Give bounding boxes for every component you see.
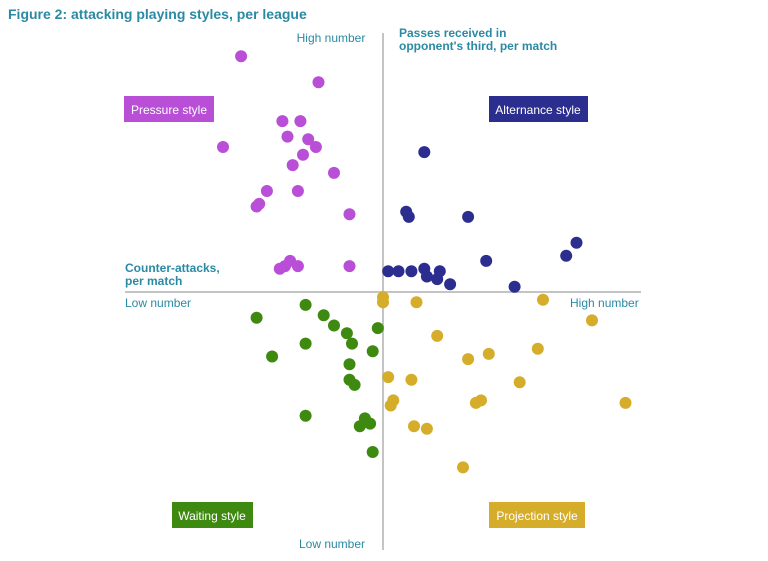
quadrant-box-pressure xyxy=(124,96,214,122)
point-pressure-style-15 xyxy=(250,200,263,213)
figure-title: Figure 2: attacking playing styles, per … xyxy=(8,6,307,22)
point-alternance-style-10 xyxy=(405,265,418,278)
point-projection-style-17 xyxy=(619,396,632,409)
point-projection-style-8 xyxy=(482,347,495,360)
point-waiting-style-7 xyxy=(346,337,358,350)
point-pressure-style-12 xyxy=(260,185,273,197)
x-axis-low-label: Low number xyxy=(125,296,191,310)
point-alternance-style-16 xyxy=(508,280,521,293)
point-alternance-style-4 xyxy=(462,210,475,223)
point-projection-style-9 xyxy=(462,353,475,366)
point-pressure-style-5 xyxy=(281,130,294,143)
point-projection-style-12 xyxy=(513,376,526,389)
point-projection-style-11 xyxy=(405,373,418,386)
point-alternance-style-14 xyxy=(431,273,444,286)
quadrant-text-alternance: Alternance style xyxy=(495,103,581,117)
point-alternance-style-7 xyxy=(480,254,493,267)
point-alternance-style-1 xyxy=(418,146,431,159)
point-projection-style-18 xyxy=(408,420,420,433)
point-waiting-style-5 xyxy=(340,327,353,340)
point-pressure-style-16 xyxy=(343,208,356,221)
point-projection-style-6 xyxy=(431,329,444,342)
point-pressure-style-13 xyxy=(291,185,304,197)
quadrant-text-waiting: Waiting style xyxy=(178,509,246,523)
point-pressure-style-3 xyxy=(276,115,289,128)
point-pressure-style-2 xyxy=(312,76,325,89)
point-waiting-style-17 xyxy=(353,420,366,433)
point-waiting-style-1 xyxy=(299,298,312,311)
point-pressure-style-8 xyxy=(217,141,229,153)
point-projection-style-5 xyxy=(586,314,598,327)
point-waiting-style-2 xyxy=(250,311,263,324)
point-projection-style-14 xyxy=(384,399,397,412)
point-waiting-style-11 xyxy=(343,358,356,371)
point-pressure-style-21 xyxy=(343,260,356,273)
quadrant-label-waiting: Waiting style xyxy=(172,502,253,528)
y-axis-title-line-2: opponent's third, per match xyxy=(399,39,557,53)
point-alternance-style-15 xyxy=(444,278,457,291)
quadrant-box-projection xyxy=(489,502,585,528)
point-waiting-style-4 xyxy=(328,319,340,332)
point-projection-style-16 xyxy=(469,396,482,409)
quadrant-text-pressure: Pressure style xyxy=(131,103,207,117)
point-waiting-style-13 xyxy=(348,378,361,391)
y-axis-high-label: High number xyxy=(297,31,366,45)
point-pressure-style-6 xyxy=(302,133,315,146)
point-projection-style-20 xyxy=(457,461,469,474)
point-waiting-style-6 xyxy=(371,322,384,335)
quadrant-text-projection: Projection style xyxy=(496,509,578,523)
point-alternance-style-6 xyxy=(560,249,573,262)
quadrant-label-alternance: Alternance style xyxy=(489,96,588,122)
point-projection-style-4 xyxy=(537,293,549,306)
point-projection-style-2 xyxy=(377,296,389,309)
quadrant-label-projection: Projection style xyxy=(489,502,585,528)
point-waiting-style-10 xyxy=(266,350,279,363)
point-waiting-style-14 xyxy=(299,409,312,422)
point-pressure-style-4 xyxy=(294,115,307,128)
y-axis-title-line-1: Passes received in xyxy=(399,26,506,40)
point-pressure-style-9 xyxy=(297,148,309,161)
point-waiting-style-8 xyxy=(299,337,312,350)
point-waiting-style-9 xyxy=(366,345,379,358)
point-projection-style-10 xyxy=(382,371,395,384)
quadrant-box-alternance xyxy=(489,96,588,122)
x-axis-title-line-2: per match xyxy=(125,274,182,288)
point-alternance-style-9 xyxy=(392,265,405,278)
point-pressure-style-10 xyxy=(286,159,299,172)
point-pressure-style-1 xyxy=(235,50,248,63)
point-alternance-style-5 xyxy=(570,236,583,249)
point-alternance-style-13 xyxy=(420,270,433,283)
point-pressure-style-20 xyxy=(273,262,286,275)
x-axis-title-line-1: Counter-attacks, xyxy=(125,261,220,275)
point-pressure-style-11 xyxy=(328,166,340,179)
quadrant-label-pressure: Pressure style xyxy=(124,96,214,122)
point-waiting-style-18 xyxy=(366,446,379,458)
point-projection-style-19 xyxy=(420,422,433,435)
point-pressure-style-7 xyxy=(309,141,322,153)
point-projection-style-3 xyxy=(410,296,423,309)
quadrant-box-waiting xyxy=(172,502,253,528)
point-pressure-style-19 xyxy=(291,260,304,273)
point-waiting-style-16 xyxy=(364,417,377,430)
point-waiting-style-3 xyxy=(317,309,330,322)
points-layer xyxy=(217,50,632,474)
point-alternance-style-8 xyxy=(382,265,395,278)
point-alternance-style-3 xyxy=(402,210,415,223)
y-axis-low-label: Low number xyxy=(299,537,365,551)
x-axis-high-label: High number xyxy=(570,296,639,310)
point-projection-style-7 xyxy=(531,342,544,355)
